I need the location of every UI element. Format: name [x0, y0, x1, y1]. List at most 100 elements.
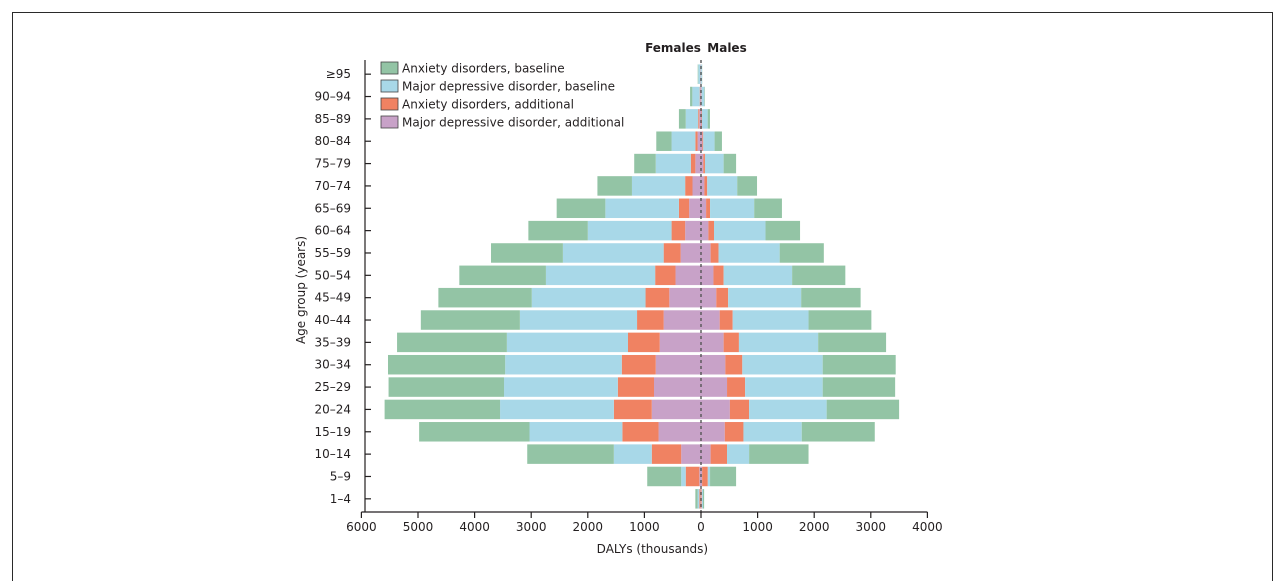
legend-swatch	[380, 97, 399, 111]
bar-male-45–49-s2	[728, 287, 802, 308]
bar-female-15–19-s2	[529, 422, 623, 442]
legend-swatch	[380, 79, 399, 93]
bar-female-20–24-s0	[651, 399, 701, 420]
y-tick-label: 15–19	[314, 425, 351, 439]
bar-male-50–54-s3	[792, 265, 846, 286]
legend-label: Major depressive disorder, baseline	[402, 80, 615, 94]
bar-male-90–94-s3	[704, 86, 705, 107]
bar-female-30–34-s2	[505, 354, 622, 375]
bar-female-45–49-s2	[531, 287, 646, 308]
y-tick-label: 55–59	[314, 246, 351, 260]
y-tick-label: 35–39	[314, 335, 351, 349]
bar-male-1–4-s2	[701, 489, 703, 509]
bar-male-80–84-s0	[701, 131, 703, 151]
x-tick-label: 3000	[516, 520, 547, 534]
bar-female-60–64-s0	[685, 220, 701, 241]
bar-female-50–54-s0	[675, 265, 701, 286]
bar-female-70–74-s2	[631, 176, 686, 196]
bar-female-30–34-s0	[655, 354, 701, 375]
bar-male-35–39-s3	[818, 332, 887, 353]
y-tick-label: 5–9	[330, 469, 351, 483]
bar-female-15–19-s0	[658, 422, 701, 442]
bar-female-25–29-s0	[654, 377, 701, 397]
bar-female-90–94-s3	[690, 86, 693, 107]
bar-male-25–29-s0	[701, 377, 728, 397]
bar-male-5–9-s3	[710, 466, 737, 487]
y-tick-label: 50–54	[314, 268, 351, 282]
legend-label: Anxiety disorders, additional	[402, 98, 574, 112]
bar-female-10–14-s2	[613, 444, 652, 464]
y-axis: 1–4 5–9 10–14 15–19 20–24 25–29 30–34 35–39 40–4…	[314, 60, 371, 512]
bar-female-70–74-s0	[692, 176, 701, 196]
y-tick-label: 85–89	[314, 112, 351, 126]
bar-male-60–64-s2	[714, 220, 766, 241]
legend-swatch	[380, 115, 399, 129]
bar-female-55–59-s2	[562, 243, 664, 263]
bar-male-80–84-s1	[702, 131, 704, 151]
x-axis: 6000 5000 4000 3000 2000 1000 0 1000 2000 3000 400…	[346, 511, 943, 534]
bar-female-85–89-s0	[699, 109, 701, 129]
y-tick-label: 90–94	[314, 90, 351, 104]
bar-male-5–9-s1	[702, 466, 708, 487]
bar-male-55–59-s3	[779, 243, 824, 263]
bar-female-10–14-s3	[527, 444, 614, 464]
bar-male-50–54-s2	[723, 265, 793, 286]
bar-male-85–89-s2	[702, 109, 708, 129]
legend-label: Major depressive disorder, additional	[402, 116, 624, 130]
bar-male-30–34-s2	[742, 354, 823, 375]
bar-male-65–69-s2	[710, 198, 755, 219]
y-axis-title: Age group (years)	[294, 236, 308, 344]
bar-male-45–49-s1	[716, 287, 729, 308]
bar-male-30–34-s3	[822, 354, 896, 375]
males-side-label: Males	[707, 41, 746, 55]
bar-male-15–19-s0	[701, 422, 725, 442]
bar-male-65–69-s3	[754, 198, 782, 219]
bar-female-20–24-s2	[500, 399, 614, 420]
bar-female-85–89-s2	[685, 109, 699, 129]
bar-female-65–69-s1	[678, 198, 690, 219]
bar-female-10–14-s1	[651, 444, 682, 464]
bar-female-5–9-s2	[681, 466, 686, 487]
x-tick-label: 0	[697, 520, 705, 534]
bar-female-30–34-s3	[388, 354, 506, 375]
bar-male-40–44-s3	[808, 310, 872, 330]
bar-male-50–54-s0	[701, 265, 714, 286]
bar-male-75–79-s2	[704, 153, 724, 174]
bar-male-35–39-s0	[701, 332, 724, 353]
bar-female-50–54-s2	[545, 265, 656, 286]
bar-male-45–49-s3	[801, 287, 861, 308]
legend-swatch	[380, 61, 399, 75]
bar-female-≥95-s3	[697, 64, 699, 84]
x-tick-label: 3000	[856, 520, 887, 534]
x-tick-label: 5000	[403, 520, 434, 534]
bar-female-80–84-s3	[656, 131, 672, 151]
bar-male-60–64-s1	[708, 220, 715, 241]
bar-female-75–79-s2	[655, 153, 691, 174]
y-tick-label: 70–74	[314, 179, 351, 193]
bar-male-10–14-s1	[710, 444, 728, 464]
y-tick-label: 25–29	[314, 380, 351, 394]
bar-male-1–4-s3	[702, 489, 705, 509]
bar-female-10–14-s0	[681, 444, 701, 464]
bar-female-55–59-s3	[491, 243, 563, 263]
bar-female-70–74-s1	[685, 176, 693, 196]
bar-male-75–79-s3	[723, 153, 737, 174]
y-tick-label: 80–84	[314, 134, 351, 148]
bar-female-65–69-s2	[605, 198, 679, 219]
bar-male-65–69-s1	[706, 198, 711, 219]
bar-male-75–79-s0	[701, 153, 704, 174]
bar-female-25–29-s1	[617, 377, 655, 397]
bar-male-15–19-s2	[743, 422, 802, 442]
bar-male-60–64-s0	[701, 220, 709, 241]
bar-female-35–39-s3	[397, 332, 507, 353]
bar-female-5–9-s0	[699, 466, 701, 487]
bar-male-90–94-s2	[701, 86, 705, 107]
bar-male-55–59-s2	[718, 243, 780, 263]
bar-female-1–4-s3	[695, 489, 698, 509]
bar-male-70–74-s0	[701, 176, 705, 196]
bar-male-80–84-s2	[703, 131, 715, 151]
bar-female-55–59-s0	[680, 243, 701, 263]
bar-female-45–49-s3	[438, 287, 532, 308]
bar-female-30–34-s1	[621, 354, 656, 375]
x-tick-label: 1000	[629, 520, 660, 534]
